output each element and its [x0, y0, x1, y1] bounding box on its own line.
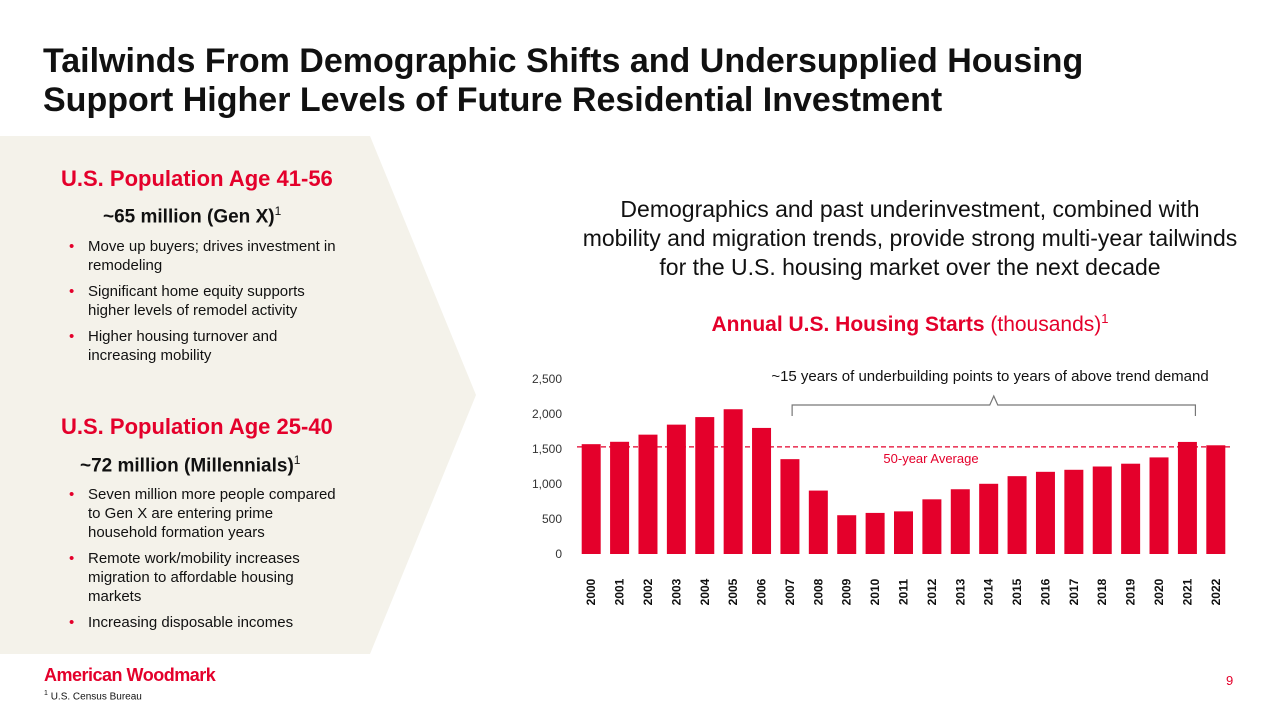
- millennials-subheading-text: ~72 million (Millennials): [80, 455, 294, 477]
- bar: [1121, 463, 1141, 554]
- footnote-text: U.S. Census Bureau: [50, 691, 142, 703]
- x-tick-label: 2018: [1095, 578, 1109, 605]
- bar: [922, 499, 942, 554]
- genx-bullet-list: • Move up buyers; drives investment in re…: [66, 237, 346, 372]
- x-tick-label: 2000: [584, 578, 598, 605]
- x-tick-label: 2002: [641, 578, 655, 605]
- bar: [723, 409, 743, 554]
- millennials-subheading: ~72 million (Millennials)1: [80, 453, 300, 477]
- bullet-icon: •: [69, 486, 75, 503]
- list-item: • Seven million more people compared to G…: [66, 485, 346, 542]
- x-tick-label: 2003: [669, 578, 683, 605]
- chart-title-units: (thousands): [984, 313, 1102, 336]
- bullet-icon: •: [69, 550, 75, 567]
- american-woodmark-logo: American Woodmark: [44, 665, 216, 685]
- slide-title: Tailwinds From Demographic Shifts and Un…: [43, 42, 1243, 120]
- x-tick-label: 2019: [1124, 578, 1138, 605]
- x-tick-label: 2013: [953, 578, 967, 605]
- bullet-icon: •: [69, 328, 75, 345]
- bullet-icon: •: [69, 614, 75, 631]
- millennials-bullet-text: Seven million more people compared to Ge…: [88, 486, 336, 541]
- y-tick-label: 1,500: [532, 442, 562, 456]
- bar: [610, 441, 630, 554]
- x-tick-label: 2001: [613, 578, 627, 605]
- y-tick-label: 0: [555, 547, 562, 561]
- bar: [894, 511, 913, 554]
- bar: [1177, 441, 1197, 554]
- list-item: • Move up buyers; drives investment in re…: [66, 237, 346, 275]
- bullet-icon: •: [69, 238, 75, 255]
- x-tick-label: 2004: [698, 578, 712, 605]
- millennials-bullet-text: Increasing disposable incomes: [88, 614, 294, 631]
- x-tick-label: 2016: [1038, 578, 1052, 605]
- x-tick-label: 2005: [726, 578, 740, 605]
- genx-footnote-ref: 1: [274, 204, 282, 218]
- genx-bullet-text: Significant home equity supports higher …: [88, 283, 305, 319]
- chart-title-footnote-ref: 1: [1101, 311, 1109, 326]
- footnote-marker: 1: [44, 690, 48, 697]
- bar: [752, 427, 772, 554]
- bar: [837, 515, 857, 554]
- bar: [581, 444, 601, 554]
- bar: [979, 483, 999, 554]
- annotation-text: ~15 years of underbuilding points to yea…: [771, 368, 1208, 385]
- bullet-icon: •: [69, 283, 75, 300]
- genx-heading: U.S. Population Age 41-56: [61, 166, 333, 191]
- millennials-bullet-text: Remote work/mobility increases migration…: [88, 550, 300, 605]
- x-tick-label: 2011: [897, 579, 911, 605]
- genx-bullet-text: Move up buyers; drives investment in rem…: [88, 238, 336, 274]
- y-tick-label: 1,000: [532, 477, 562, 491]
- y-tick-label: 2,000: [532, 407, 562, 421]
- bar: [1206, 445, 1226, 554]
- x-tick-label: 2010: [868, 578, 882, 605]
- x-tick-label: 2021: [1180, 578, 1194, 605]
- chart-title: Annual U.S. Housing Starts (thousands)1: [580, 311, 1240, 337]
- genx-subheading-text: ~65 million (Gen X): [103, 206, 275, 228]
- x-tick-label: 2015: [1010, 578, 1024, 605]
- millennials-footnote-ref: 1: [293, 453, 301, 467]
- x-tick-label: 2007: [783, 578, 797, 605]
- demographics-panel: [0, 136, 476, 654]
- title-line-2: Support Higher Levels of Future Resident…: [43, 81, 943, 119]
- genx-subheading: ~65 million (Gen X)1: [103, 204, 281, 228]
- title-line-1: Tailwinds From Demographic Shifts and Un…: [43, 42, 1084, 80]
- bar: [1064, 469, 1084, 554]
- bar: [666, 424, 686, 554]
- x-tick-label: 2017: [1067, 578, 1081, 605]
- millennials-bullet-list: • Seven million more people compared to G…: [66, 485, 346, 639]
- bar: [950, 489, 970, 554]
- bar: [695, 417, 715, 554]
- bar: [1092, 466, 1112, 554]
- list-item: • Increasing disposable incomes: [66, 613, 346, 632]
- chevron-panel-background: [0, 136, 476, 654]
- underbuilding-bracket: [791, 394, 1197, 416]
- bar: [1035, 471, 1055, 554]
- page-number: 9: [1226, 673, 1234, 688]
- y-tick-label: 2,500: [532, 372, 562, 386]
- intro-text: Demographics and past underinvestment, c…: [582, 196, 1238, 280]
- genx-bullet-text: Higher housing turnover and increasing m…: [88, 328, 278, 364]
- list-item: • Remote work/mobility increases migratio…: [66, 549, 346, 606]
- x-tick-label: 2022: [1209, 578, 1223, 605]
- x-tick-label: 2014: [982, 578, 996, 605]
- bar: [1007, 476, 1027, 554]
- x-tick-label: 2009: [840, 578, 854, 605]
- bar: [865, 512, 885, 554]
- bar: [808, 490, 828, 554]
- millennials-heading: U.S. Population Age 25-40: [61, 414, 333, 439]
- bar: [638, 434, 658, 554]
- x-tick-label: 2006: [755, 578, 769, 605]
- x-tick-label: 2020: [1152, 578, 1166, 605]
- average-label: 50-year Average: [883, 451, 978, 466]
- bar: [780, 459, 800, 554]
- x-tick-label: 2012: [925, 578, 939, 605]
- x-tick-label: 2008: [811, 578, 825, 605]
- list-item: • Significant home equity supports higher…: [66, 282, 346, 320]
- y-tick-label: 500: [542, 512, 562, 526]
- bar: [1149, 457, 1169, 554]
- footnote: 1 U.S. Census Bureau: [44, 690, 142, 702]
- chart-title-bold: Annual U.S. Housing Starts: [711, 313, 985, 336]
- list-item: • Higher housing turnover and increasing …: [66, 327, 346, 365]
